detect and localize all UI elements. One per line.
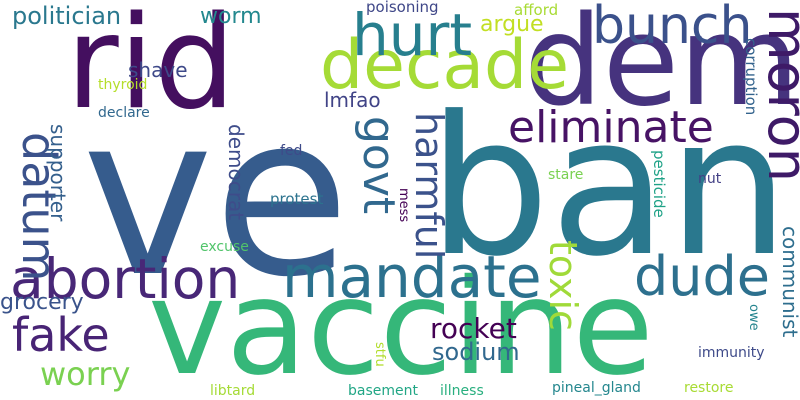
word-worm: worm: [200, 4, 262, 29]
word-vaccine: vaccine: [148, 251, 654, 400]
word-declare: declare: [98, 105, 150, 121]
word-abortion: abortion: [10, 247, 241, 311]
word-democrat: democrat: [224, 124, 248, 221]
word-harmful: harmful: [407, 112, 451, 260]
word-libtard: libtard: [210, 383, 256, 399]
word-mess: mess: [396, 188, 411, 223]
word-afford: afford: [514, 1, 559, 19]
word-stfu: stfu: [372, 342, 387, 367]
word-fake: fake: [12, 308, 110, 362]
word-politician: politician: [12, 2, 122, 30]
word-fed: fed: [280, 143, 303, 159]
word-mandate: mandate: [282, 243, 542, 311]
word-lmfao: lmfao: [324, 88, 381, 112]
word-restore: restore: [684, 380, 734, 396]
word-shave: shave: [128, 58, 188, 82]
word-grocery: grocery: [0, 290, 84, 315]
word-basement: basement: [348, 383, 418, 399]
word-toxic: toxic: [541, 240, 585, 331]
word-protest: protest: [270, 190, 324, 208]
word-argue: argue: [480, 12, 544, 37]
word-dude: dude: [634, 245, 771, 308]
word-immunity: immunity: [698, 345, 765, 361]
word-decade: decade: [320, 26, 570, 105]
word-dem: dem: [524, 0, 800, 134]
word-excuse: excuse: [200, 239, 249, 255]
word-rocket: rocket: [430, 312, 517, 345]
word-owe: owe: [746, 304, 761, 331]
word-supporter: supporter: [46, 124, 70, 222]
word-bunch: bunch: [592, 0, 753, 56]
word-eliminate: eliminate: [508, 102, 714, 153]
word-ban: ban: [428, 76, 790, 299]
word-ve: ve: [82, 68, 350, 326]
word-sodium: sodium: [432, 338, 520, 366]
word-poisoning: poisoning: [366, 0, 439, 16]
word-moron: moron: [756, 8, 800, 182]
word-thyroid: thyroid: [98, 77, 148, 93]
word-hurt: hurt: [352, 1, 473, 69]
word-nut: nut: [698, 171, 722, 187]
word-corruption: corruption: [742, 38, 760, 116]
word-stare: stare: [548, 167, 584, 183]
word-communist: communist: [778, 226, 800, 338]
word-govt: govt: [353, 116, 404, 215]
word-pesticide: pesticide: [650, 150, 668, 218]
word-illness: illness: [440, 383, 484, 399]
word-rid: rid: [66, 0, 236, 138]
word-pineal-gland: pineal_gland: [552, 380, 641, 396]
word-worry: worry: [40, 355, 131, 393]
